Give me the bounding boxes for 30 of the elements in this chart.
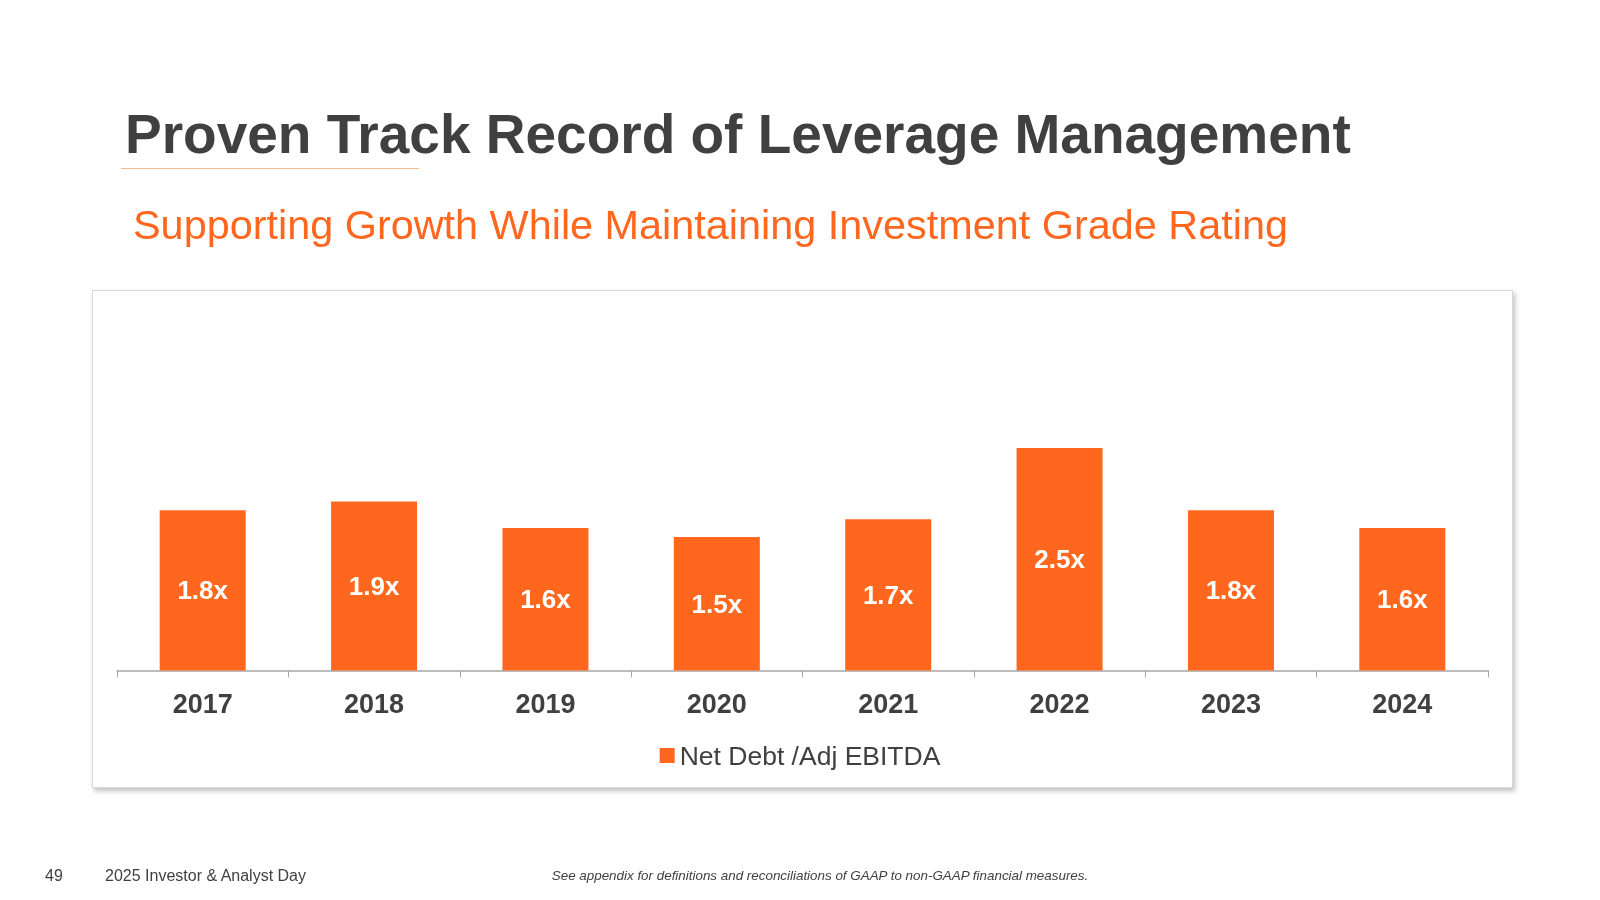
data-label: 1.8x: [1205, 575, 1257, 606]
data-label: 1.5x: [691, 588, 743, 619]
bar: [1016, 448, 1103, 671]
chart-subtitle: Supporting Growth While Maintaining Investment Grade Rating: [133, 201, 1288, 248]
bar: [1187, 510, 1274, 671]
text: 49: [45, 866, 63, 884]
x-tick-label: 2019: [515, 689, 576, 719]
data-label: 1.6x: [520, 584, 572, 615]
data-label: 2.5x: [1034, 544, 1086, 575]
data-label: 1.6x: [1377, 584, 1429, 615]
bar: [673, 537, 760, 671]
bar: [502, 528, 589, 671]
x-tick-label: 2023: [1200, 689, 1261, 719]
legend-label: Net Debt /Adj EBITDA: [679, 740, 941, 771]
data-label: 1.8x: [177, 575, 229, 606]
text: 2025 Investor & Analyst Day: [105, 866, 306, 884]
bar: [331, 501, 418, 671]
chart-title: Proven Track Record of Leverage Management: [125, 102, 1351, 165]
text: See appendix for definitions and reconciliations of GAAP to non-GAAP financial measures.: [551, 867, 1089, 883]
data-label: 1.9x: [348, 570, 400, 601]
bar: [845, 519, 932, 671]
x-tick-label: 2020: [686, 689, 747, 719]
x-tick-label: 2022: [1029, 689, 1090, 719]
x-tick-label: 2017: [172, 689, 233, 719]
bar: [159, 510, 246, 671]
x-tick-label: 2021: [858, 689, 919, 719]
x-tick-label: 2018: [344, 689, 405, 719]
x-tick-label: 2024: [1372, 689, 1433, 719]
bar: [1359, 528, 1446, 671]
data-label: 1.7x: [862, 579, 915, 610]
